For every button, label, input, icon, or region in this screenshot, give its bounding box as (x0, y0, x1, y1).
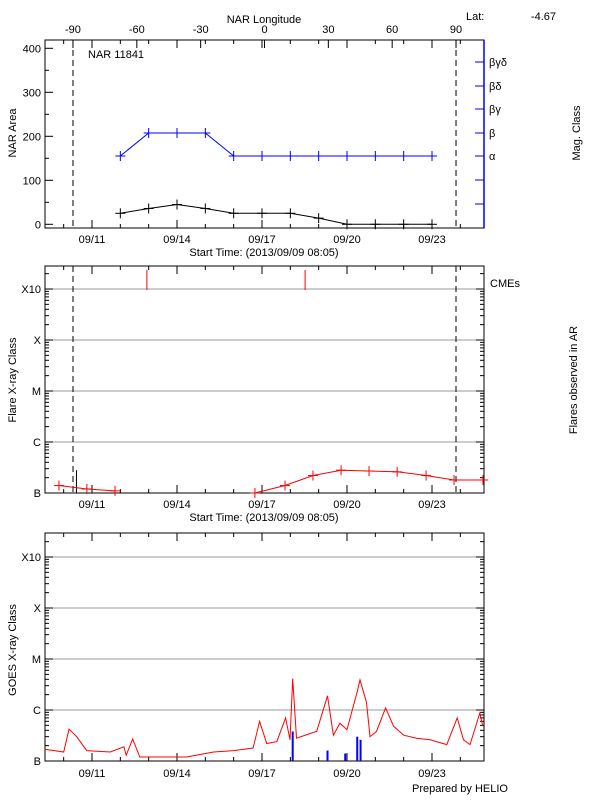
longitude-tick-label: 30 (322, 24, 334, 36)
region-title: NAR 11841 (88, 49, 144, 61)
y-tick-label: X10 (21, 284, 41, 296)
x-tick-label: 09/23 (418, 768, 446, 780)
mag-class-tick-label: α (489, 151, 496, 163)
y-tick-label: X10 (21, 552, 41, 564)
mag-class-tick-label: βδ (489, 81, 501, 93)
x-tick-label: 09/14 (163, 768, 191, 780)
y-axis-title: NAR Area (7, 108, 19, 158)
goes-flare-event-bar (344, 753, 347, 761)
right-axis-title: Flares observed in AR (568, 326, 580, 434)
nar-area-panel-frame (44, 39, 485, 229)
x-tick-label: 09/14 (163, 234, 191, 246)
x-tick-label: 09/17 (248, 234, 276, 246)
y-axis-title: GOES X-ray Class (7, 604, 19, 696)
longitude-tick-label: -60 (129, 24, 145, 36)
mag-class-tick-label: βγ (489, 104, 501, 116)
mag-class-axis-title: Mag. Class (571, 105, 583, 161)
longitude-axis-title: NAR Longitude (227, 14, 302, 26)
x-tick-label: 09/17 (248, 768, 276, 780)
y-tick-label: M (32, 654, 41, 666)
x-tick-label: 09/20 (333, 234, 361, 246)
x-tick-label: 09/17 (248, 499, 276, 511)
longitude-tick-label: 0 (261, 24, 267, 36)
longitude-tick-label: 60 (386, 24, 398, 36)
latitude-label: Lat: (466, 11, 484, 23)
nar-area-line (120, 203, 432, 225)
y-tick-label: 200 (23, 131, 41, 143)
y-tick-label: 100 (23, 175, 41, 187)
y-tick-label: 400 (23, 43, 41, 55)
y-tick-label: 0 (35, 219, 41, 231)
x-tick-label: 09/11 (79, 768, 106, 780)
mag-class-tick-label: βγδ (489, 57, 507, 69)
y-tick-label: X (34, 335, 42, 347)
y-tick-label: X (34, 603, 42, 615)
cme-label: CMEs (490, 278, 520, 290)
y-tick-label: C (33, 705, 41, 717)
mag-class-tick-label: β (489, 128, 495, 140)
y-tick-label: C (33, 437, 41, 449)
longitude-tick-label: -90 (65, 24, 81, 36)
y-axis-title: Flare X-ray Class (7, 337, 19, 422)
goes-panel-frame (44, 532, 485, 762)
mag-class-line (119, 132, 432, 157)
goes-flare-event-bar (326, 750, 329, 761)
x-tick-label: 09/11 (79, 499, 106, 511)
x-tick-label: 09/11 (79, 234, 106, 246)
y-tick-label: 300 (23, 87, 41, 99)
goes-xray-flux-line (44, 677, 484, 758)
y-tick-label: B (34, 488, 41, 500)
prepared-by-footer: Prepared by HELIO (412, 783, 508, 795)
goes-flare-event-bar (356, 736, 359, 761)
flare-panel-frame (44, 265, 485, 494)
x-tick-label: 09/23 (418, 234, 446, 246)
y-tick-label: M (32, 386, 41, 398)
longitude-tick-label: 90 (450, 24, 462, 36)
y-tick-label: B (34, 756, 41, 768)
goes-flare-event-bar (291, 731, 294, 761)
x-tick-label: 09/20 (333, 499, 361, 511)
x-tick-label: 09/20 (333, 768, 361, 780)
latitude-value: -4.67 (531, 11, 556, 23)
longitude-tick-label: -30 (193, 24, 209, 36)
goes-flare-event-bar (359, 739, 362, 761)
x-axis-title: Start Time: (2013/09/09 08:05) (189, 247, 338, 259)
x-axis-title: Start Time: (2013/09/09 08:05) (189, 512, 338, 524)
x-tick-label: 09/14 (163, 499, 191, 511)
x-tick-label: 09/23 (418, 499, 446, 511)
